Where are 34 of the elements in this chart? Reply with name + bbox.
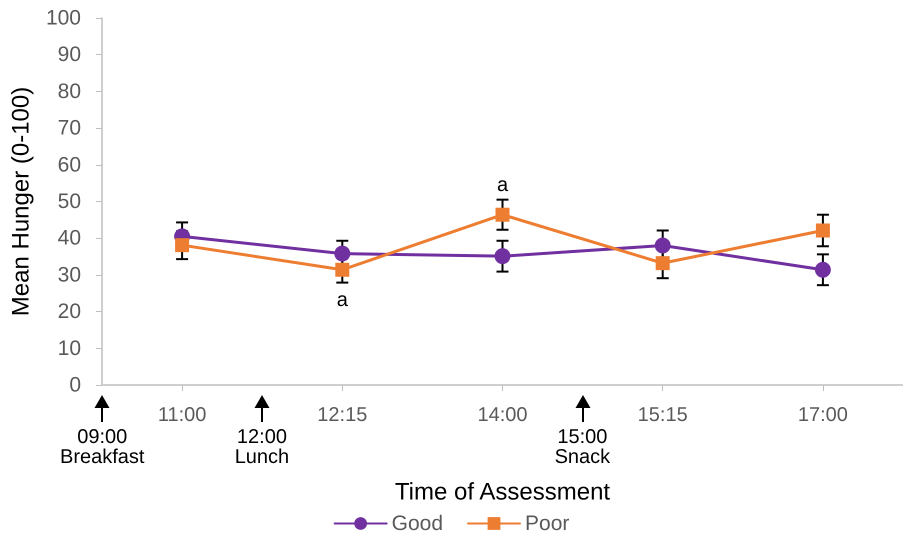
legend-label: Good <box>392 512 444 535</box>
y-tick-label: 50 <box>58 190 81 213</box>
text: 09:00 Breakfast <box>60 426 144 468</box>
point <box>334 246 350 262</box>
text: 12:00 Lunch <box>234 426 290 468</box>
x-tick-label: 15:15 <box>638 404 688 426</box>
y-tick-label: 40 <box>58 226 81 250</box>
point <box>656 256 670 270</box>
text: 15:00 Snack <box>554 426 610 468</box>
point <box>494 248 510 264</box>
x-tick-label: 17:00 <box>798 404 848 426</box>
x-tick-label: 11:00 <box>158 404 206 426</box>
point <box>814 262 831 278</box>
x-tick-label: 14:00 <box>477 404 528 426</box>
y-tick-label: 60 <box>58 153 81 176</box>
point <box>335 262 350 277</box>
y-tick-label: 70 <box>58 116 81 140</box>
point <box>175 238 190 252</box>
point <box>496 208 510 222</box>
x-axis-title: Time of Assessment <box>394 478 610 506</box>
annotation: a <box>336 288 348 311</box>
x-tick-label: 12:15 <box>317 404 368 426</box>
y-tick-label: 30 <box>58 263 81 286</box>
point <box>816 223 830 238</box>
y-tick-label: 20 <box>58 300 81 324</box>
y-tick-label: 80 <box>58 80 81 103</box>
y-tick-label: 10 <box>58 336 81 360</box>
y-tick-label: 90 <box>58 43 81 66</box>
y-tick-label: 0 <box>69 374 81 396</box>
y-axis-title: Mean Hunger (0-100) <box>8 86 34 316</box>
legend-label: Poor <box>525 512 570 535</box>
point <box>654 238 671 254</box>
y-tick-label: 100 <box>46 6 81 30</box>
annotation: a <box>497 174 508 196</box>
